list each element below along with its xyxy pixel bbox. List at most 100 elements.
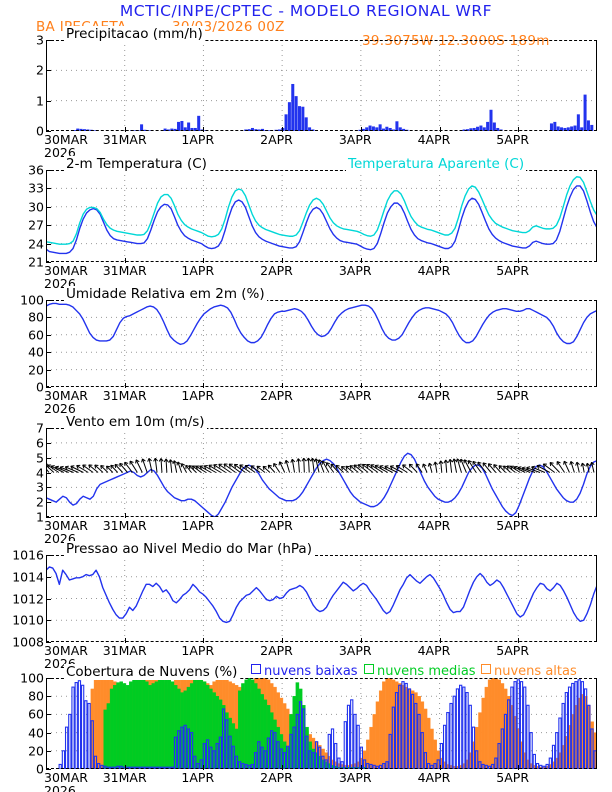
x-tick-label: 4APR xyxy=(417,132,451,147)
x-tick-label: 30MAR xyxy=(44,263,88,278)
y-tick-mark xyxy=(46,576,51,578)
x-tick-label: 2APR xyxy=(260,132,293,147)
y-tick-mark xyxy=(46,598,51,600)
x-tick-label: 4APR xyxy=(417,518,451,533)
y-tick-label: 4 xyxy=(36,465,44,480)
x-tick-mark xyxy=(203,127,205,132)
y-tick-mark xyxy=(46,696,51,698)
legend-label: nuvens medias xyxy=(377,664,476,679)
y-tick-mark xyxy=(46,472,51,474)
y-tick-mark xyxy=(46,206,51,208)
y-tick-mark xyxy=(46,442,51,444)
y-tick-label: 24 xyxy=(28,236,44,252)
y-tick-label: 6 xyxy=(36,435,44,451)
x-tick-mark xyxy=(124,638,126,643)
x-tick-label: 1APR xyxy=(181,770,215,785)
x-tick-mark xyxy=(518,383,520,388)
y-tick-label: 1012 xyxy=(12,591,44,606)
panel-title-pressure: Pressao ao Nivel Medio do Mar (hPa) xyxy=(64,541,314,557)
panel-precipitation: 0 1 2 3 Precipitacao (mm/h) 30MAR 31MAR 1APR 2AP… xyxy=(36,26,597,160)
x-tick-mark xyxy=(360,765,362,770)
x-tick-label: 1APR xyxy=(181,643,215,658)
panel-temperature: 21 24 27 30 33 36 2-m Temperatura (C) Temperatu… xyxy=(28,156,597,291)
y-tick-mark xyxy=(46,732,51,734)
x-tick-label: 30MAR xyxy=(44,132,88,147)
y-axis-clouds: 0 20 40 60 80 100 xyxy=(2,671,44,777)
y-tick-mark xyxy=(46,769,51,770)
y-axis-humidity: 0 20 40 60 80 100 xyxy=(2,293,44,395)
y-tick-label: 80 xyxy=(28,688,44,704)
x-tick-mark xyxy=(360,127,362,132)
x-tick-mark xyxy=(360,638,362,643)
x-tick-mark xyxy=(124,383,126,388)
x-tick-label: 31MAR xyxy=(102,770,147,785)
panel-title-clouds: Cobertura de Nuvens (%) xyxy=(64,664,240,680)
y-tick-mark xyxy=(46,352,51,354)
x-tick-mark xyxy=(360,513,362,518)
y-tick-mark xyxy=(46,317,51,319)
y-tick-mark xyxy=(46,517,51,518)
y-tick-label: 3 xyxy=(36,32,44,48)
x-tick-mark xyxy=(439,258,441,263)
x-tick-mark xyxy=(439,513,441,518)
panel-title-wind: Vento em 10m (m/s) xyxy=(64,414,207,430)
y-tick-label: 0 xyxy=(36,123,44,139)
y-tick-label: 5 xyxy=(36,450,44,466)
plot-clouds xyxy=(46,678,597,769)
x-tick-label: 5APR xyxy=(496,132,530,147)
y-tick-mark xyxy=(46,714,51,716)
x-tick-label: 2APR xyxy=(260,388,293,403)
x-tick-label: 2APR xyxy=(260,770,293,785)
y-tick-label: 1010 xyxy=(12,612,44,628)
y-tick-label: 7 xyxy=(36,420,44,436)
y-tick-label: 20 xyxy=(28,362,44,378)
x-tick-mark xyxy=(203,638,205,643)
legend-swatch xyxy=(364,664,374,674)
x-tick-label: 30MAR xyxy=(44,770,88,785)
x-tick-mark xyxy=(282,258,284,263)
x-tick-label: 4APR xyxy=(417,643,451,658)
y-tick-label: 0 xyxy=(36,379,44,395)
y-tick-mark xyxy=(46,188,51,190)
y-tick-mark xyxy=(46,334,51,336)
y-tick-label: 21 xyxy=(28,254,44,270)
cloud-legend-item: nuvens medias xyxy=(364,664,476,679)
panel-pressure: 1008 1010 1012 1014 1016 Pressao ao Nivel Med… xyxy=(12,541,597,671)
x-tick-mark xyxy=(203,765,205,770)
y-tick-label: 0 xyxy=(36,761,44,777)
y-tick-label: 1 xyxy=(36,93,44,109)
x-axis-year: 2026 xyxy=(44,401,76,416)
x-tick-label: 3APR xyxy=(338,770,372,785)
panel-title-temperature: 2-m Temperatura (C) xyxy=(64,156,209,172)
x-tick-label: 3APR xyxy=(338,263,372,278)
plot-frame-temperature xyxy=(46,170,597,262)
x-tick-mark xyxy=(282,765,284,770)
x-tick-label: 4APR xyxy=(417,770,451,785)
y-axis-temperature: 21 24 27 30 33 36 xyxy=(2,163,44,270)
y-tick-label: 27 xyxy=(28,217,44,233)
panel-title-humidity: Umidade Relativa em 2m (%) xyxy=(64,286,267,302)
x-tick-label: 2APR xyxy=(260,643,293,658)
x-tick-label: 1APR xyxy=(181,132,215,147)
x-tick-label: 31MAR xyxy=(102,132,147,147)
plot-pressure xyxy=(46,555,597,642)
panel-title-precipitation: Precipitacao (mm/h) xyxy=(64,26,205,42)
y-tick-mark xyxy=(46,502,51,504)
x-tick-mark xyxy=(518,765,520,770)
x-tick-label: 5APR xyxy=(496,388,530,403)
x-tick-mark xyxy=(124,513,126,518)
y-tick-label: 60 xyxy=(28,706,44,722)
y-tick-mark xyxy=(46,40,51,41)
y-tick-label: 2 xyxy=(36,494,44,510)
x-tick-label: 1APR xyxy=(181,518,215,533)
x-tick-mark xyxy=(518,638,520,643)
y-tick-label: 80 xyxy=(28,309,44,325)
y-tick-label: 1008 xyxy=(12,634,44,650)
y-tick-mark xyxy=(46,131,51,132)
x-tick-mark xyxy=(124,765,126,770)
y-tick-mark xyxy=(46,457,51,459)
x-tick-label: 5APR xyxy=(496,770,530,785)
y-tick-mark xyxy=(46,642,51,643)
y-tick-label: 40 xyxy=(28,725,44,741)
